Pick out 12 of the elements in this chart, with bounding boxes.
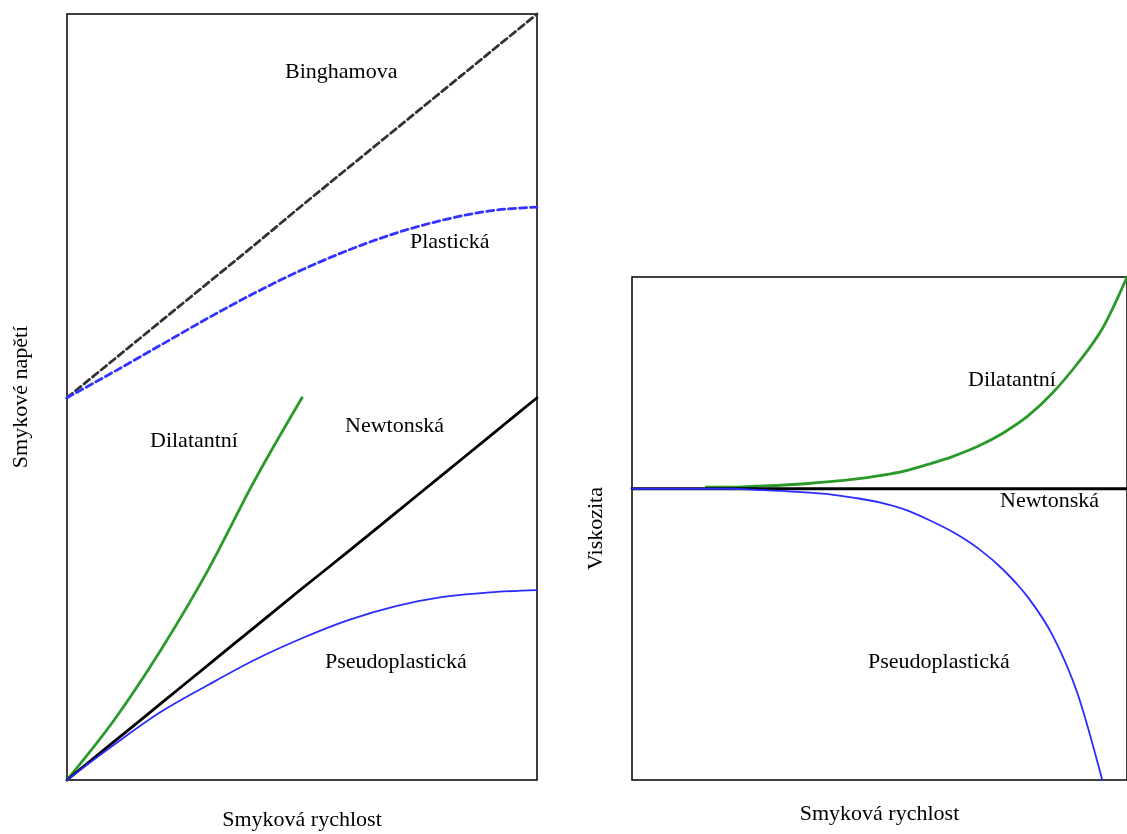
y-axis-title: Smykové napětí bbox=[7, 325, 33, 469]
series-label: Binghamova bbox=[285, 58, 398, 83]
y-axis-title: Viskozita bbox=[582, 486, 608, 570]
series-label: Dilatantní bbox=[968, 366, 1056, 391]
x-axis-title: Smyková rychlost bbox=[222, 806, 382, 831]
series-label: Newtonská bbox=[345, 412, 445, 437]
series-label: Newtonská bbox=[1000, 487, 1100, 512]
series-label: Dilatantní bbox=[150, 427, 238, 452]
series-label: Pseudoplastická bbox=[325, 648, 467, 673]
series-label: Plastická bbox=[410, 228, 490, 253]
x-axis-title: Smyková rychlost bbox=[799, 800, 960, 825]
series-label: Pseudoplastická bbox=[868, 648, 1010, 673]
